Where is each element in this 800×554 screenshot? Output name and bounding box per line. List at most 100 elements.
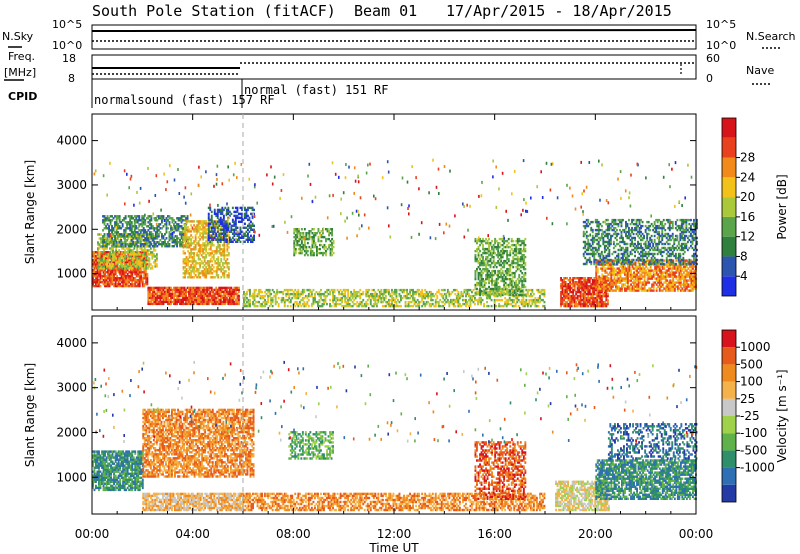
data-cell	[369, 302, 372, 306]
data-cell	[236, 286, 239, 290]
data-cell	[483, 263, 486, 267]
data-cell	[228, 292, 231, 296]
data-cell	[145, 233, 148, 236]
data-cell	[128, 261, 131, 264]
data-cell	[200, 302, 203, 306]
data-cell	[421, 296, 424, 300]
data-cell	[129, 245, 132, 248]
data-cell	[236, 210, 239, 214]
data-cell	[103, 237, 105, 240]
data-cell	[221, 268, 224, 271]
data-cell	[345, 296, 348, 300]
data-cell	[344, 298, 347, 302]
data-cell	[197, 268, 200, 271]
data-cell	[474, 298, 476, 302]
data-cell	[196, 270, 199, 273]
data-cell	[96, 251, 99, 254]
nave-tick-top: 60	[706, 52, 720, 65]
data-cell	[210, 226, 213, 229]
data-cell	[105, 275, 108, 278]
data-cell	[354, 290, 357, 294]
data-cell	[372, 304, 375, 308]
data-cell	[197, 296, 200, 300]
data-cell	[126, 253, 129, 256]
data-cell	[351, 304, 354, 308]
data-cell	[394, 288, 396, 292]
data-cell	[190, 244, 193, 247]
data-cell	[215, 288, 218, 292]
data-cell	[472, 288, 475, 292]
data-cell	[115, 231, 118, 234]
data-cell	[92, 253, 94, 256]
data-cell	[488, 281, 490, 285]
data-cell	[198, 302, 201, 306]
data-cell	[125, 267, 128, 270]
data-cell	[211, 256, 214, 259]
data-cell	[138, 233, 141, 236]
data-cell	[134, 233, 137, 236]
data-cell	[106, 223, 109, 226]
data-cell	[333, 304, 336, 308]
data-cell	[106, 233, 109, 236]
nave-label: Nave	[746, 64, 774, 77]
data-cell	[228, 298, 231, 302]
data-cell	[299, 245, 302, 249]
data-cell	[293, 230, 296, 233]
data-cell	[226, 232, 229, 235]
data-cell	[244, 234, 246, 237]
data-cell	[486, 296, 488, 300]
data-cell	[486, 247, 489, 251]
data-cell	[386, 290, 389, 294]
data-cell	[200, 286, 203, 290]
data-cell	[224, 226, 227, 229]
data-cell	[108, 271, 111, 274]
data-cell	[139, 253, 142, 256]
data-cell	[468, 298, 470, 302]
data-cell	[220, 224, 223, 227]
data-cell	[210, 286, 213, 290]
data-cell	[122, 273, 125, 276]
data-cell	[297, 232, 300, 235]
data-cell	[489, 296, 491, 300]
data-cell	[209, 294, 212, 298]
data-cell	[215, 268, 218, 271]
data-cell	[156, 219, 159, 222]
data-cell	[134, 255, 137, 258]
data-cell	[194, 290, 197, 294]
data-cell	[209, 270, 212, 273]
data-cell	[308, 237, 311, 241]
data-cell	[469, 302, 472, 306]
data-cell	[277, 302, 280, 306]
data-cell	[145, 237, 148, 240]
data-cell	[182, 272, 185, 275]
data-cell	[105, 281, 108, 284]
data-cell	[395, 294, 398, 298]
data-cell	[118, 261, 121, 264]
data-cell	[180, 227, 183, 230]
data-cell	[245, 210, 248, 214]
data-cell	[418, 302, 421, 306]
data-cell	[103, 217, 106, 220]
data-cell	[118, 241, 121, 244]
data-cell	[332, 251, 335, 255]
data-cell	[171, 296, 174, 300]
data-cell	[159, 231, 162, 234]
data-cell	[223, 258, 226, 261]
data-cell	[406, 290, 408, 294]
data-cell	[374, 290, 377, 294]
data-cell	[113, 284, 115, 288]
data-cell	[194, 238, 197, 241]
data-cell	[299, 249, 302, 253]
data-cell	[292, 290, 295, 294]
data-cell	[303, 253, 306, 257]
data-cell	[524, 293, 527, 297]
data-cell	[418, 300, 421, 304]
data-cell	[540, 292, 543, 296]
data-cell	[215, 238, 218, 241]
data-cell	[234, 226, 237, 229]
data-cell	[147, 237, 150, 240]
data-cell	[247, 232, 249, 235]
data-cell	[215, 286, 218, 290]
data-cell	[137, 283, 140, 286]
data-cell	[377, 300, 380, 304]
